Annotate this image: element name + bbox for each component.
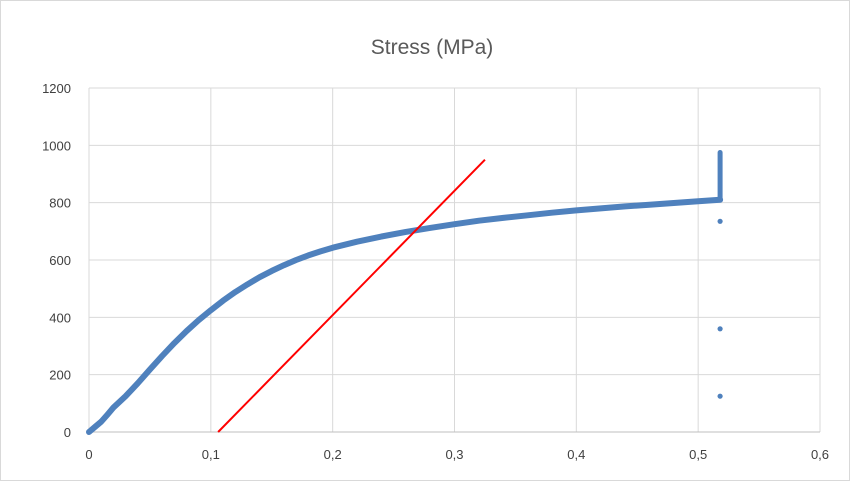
x-tick-label: 0,5 bbox=[689, 447, 707, 462]
plot-series bbox=[86, 150, 724, 435]
y-tick-label: 800 bbox=[49, 196, 71, 211]
y-tick-label: 1200 bbox=[42, 81, 71, 96]
x-tick-label: 0,6 bbox=[811, 447, 829, 462]
y-tick-label: 400 bbox=[49, 310, 71, 325]
x-tick-label: 0,1 bbox=[202, 447, 220, 462]
x-tick-label: 0 bbox=[85, 447, 92, 462]
x-tick-label: 0,3 bbox=[445, 447, 463, 462]
gridlines bbox=[89, 87, 821, 432]
y-tick-label: 600 bbox=[49, 253, 71, 268]
y-tick-label: 1000 bbox=[42, 138, 71, 153]
data-point bbox=[717, 393, 723, 399]
stress-strain-curve bbox=[86, 196, 724, 435]
y-tick-label: 0 bbox=[64, 425, 71, 440]
x-tick-label: 0,2 bbox=[324, 447, 342, 462]
tick-labels: 0 200 400 600 800 1000 1200 0 0,1 0,2 0,3 0,4 0,5 0,6 bbox=[42, 81, 829, 462]
y-tick-label: 200 bbox=[49, 368, 71, 383]
data-point bbox=[717, 326, 723, 332]
offset-line bbox=[217, 158, 486, 433]
chart-title: Stress (MPa) bbox=[371, 36, 494, 59]
x-tick-label: 0,4 bbox=[567, 447, 585, 462]
data-point bbox=[717, 218, 723, 224]
axes bbox=[88, 88, 820, 433]
